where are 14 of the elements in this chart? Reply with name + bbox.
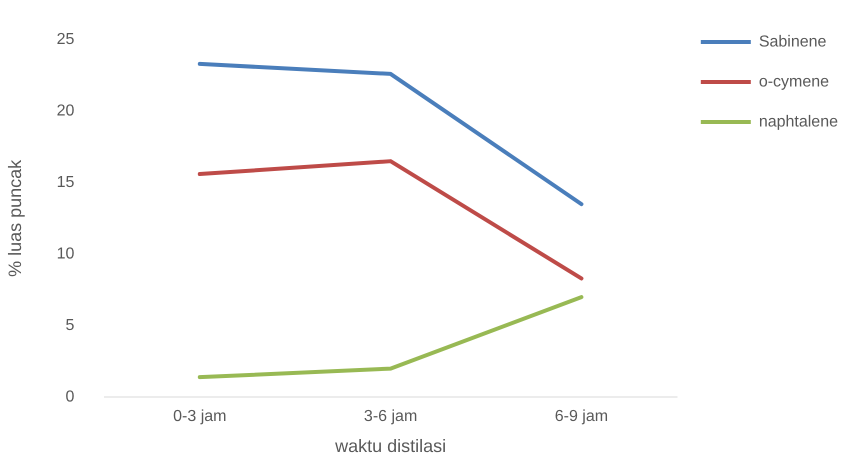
y-tick-label: 10 <box>56 246 74 263</box>
y-tick-label: 15 <box>56 174 74 192</box>
y-tick-label: 25 <box>56 31 74 48</box>
x-axis-title: waktu distilasi <box>334 436 446 456</box>
y-tick-label: 0 <box>65 388 74 406</box>
x-tick-label: 3-6 jam <box>364 408 418 426</box>
y-axis-title: % luas puncak <box>4 158 25 277</box>
y-tick-label: 20 <box>56 102 74 120</box>
x-tick-label: 0-3 jam <box>173 408 226 426</box>
legend-label: o-cymene <box>758 73 830 90</box>
y-tick-label: 5 <box>65 317 74 334</box>
legend-label: naphtalene <box>758 113 838 130</box>
legend-label: Sabinene <box>758 33 827 50</box>
x-tick-label: 6-9 jam <box>554 408 608 426</box>
